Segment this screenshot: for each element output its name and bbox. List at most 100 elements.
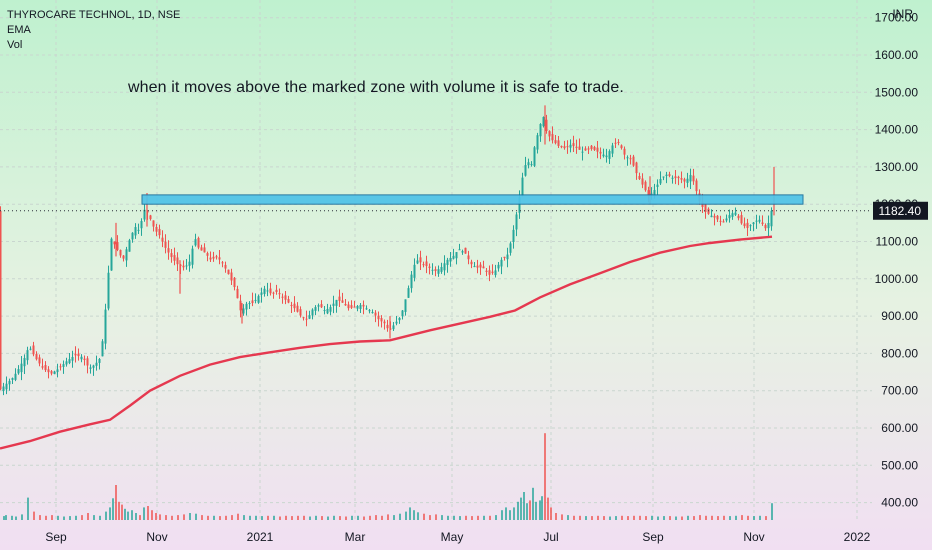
candle-body (707, 208, 710, 214)
volume-bar (405, 511, 407, 520)
symbol-title[interactable]: THYROCARE TECHNOL, 1D, NSE (7, 9, 181, 21)
candle-body (440, 266, 443, 272)
candle-body (11, 378, 14, 380)
volume-bar (591, 516, 593, 520)
price-tick-label: 1600.00 (875, 48, 919, 62)
candle-body (230, 272, 233, 281)
volume-bar (453, 515, 455, 520)
candle-body (572, 143, 575, 147)
candlestick-series (0, 105, 775, 396)
candle-body (722, 221, 725, 223)
volume-bar (523, 492, 525, 520)
volume-bar (21, 514, 23, 520)
candle-body (107, 272, 110, 309)
candle-body (749, 225, 752, 227)
candle-body (758, 219, 761, 222)
candle-body (152, 220, 155, 227)
candle-body (50, 371, 53, 374)
volume-bar (711, 515, 713, 520)
price-tick-label: 600.00 (881, 421, 918, 435)
price-tick-label: 1700.00 (875, 11, 919, 25)
volume-bar (526, 503, 528, 520)
volume-bar (124, 508, 126, 520)
volume-bar (51, 515, 53, 520)
volume-bar (189, 513, 191, 520)
volume-bars (3, 433, 773, 520)
candle-body (455, 252, 458, 259)
candle-body (587, 148, 590, 150)
last-price-badge (873, 201, 928, 220)
candle-body (473, 266, 476, 268)
candle-body (176, 257, 179, 265)
marked-zone (0, 194, 872, 212)
candle-body (317, 305, 320, 307)
candle-body (194, 239, 197, 246)
price-tick-label: 700.00 (881, 384, 918, 398)
candle-body (278, 293, 281, 295)
candle-body (0, 210, 2, 390)
candle-body (575, 146, 578, 148)
candle-body (623, 148, 626, 155)
volume-bar (183, 514, 185, 520)
candle-body (554, 140, 557, 144)
candle-body (539, 124, 542, 137)
candle-body (8, 380, 11, 385)
candle-body (383, 321, 386, 324)
volume-bar (669, 516, 671, 520)
volume-bar (261, 516, 263, 520)
volume-bar (333, 515, 335, 520)
candle-body (392, 325, 395, 330)
volume-bar (717, 516, 719, 520)
candle-body (647, 190, 650, 196)
candle-body (314, 307, 317, 311)
volume-bar (207, 515, 209, 520)
volume-bar (177, 515, 179, 520)
candle-body (677, 176, 680, 179)
candle-body (47, 369, 50, 373)
volume-bar (753, 516, 755, 520)
candle-body (635, 162, 638, 174)
volume-indicator-label[interactable]: Vol (7, 39, 23, 51)
candle-body (56, 369, 59, 373)
volume-bar (681, 516, 683, 520)
candle-body (14, 373, 17, 380)
volume-bar (143, 507, 145, 520)
volume-bar (483, 515, 485, 520)
candle-body (563, 146, 566, 149)
candle-body (683, 179, 686, 182)
volume-bar (441, 515, 443, 520)
candle-body (464, 247, 467, 254)
volume-bar (771, 503, 773, 520)
candle-body (242, 308, 245, 314)
volume-bar (357, 515, 359, 520)
candle-body (338, 296, 341, 301)
volume-bar (539, 500, 541, 520)
volume-bar (155, 513, 157, 520)
candle-body (86, 358, 89, 366)
price-tick-label: 400.00 (881, 496, 918, 510)
candle-body (650, 193, 653, 195)
volume-bar (687, 515, 689, 520)
price-tick-label: 800.00 (881, 346, 918, 360)
candle-body (665, 174, 668, 176)
candle-body (620, 145, 623, 149)
candle-body (227, 269, 230, 275)
volume-bar (165, 515, 167, 520)
candle-body (206, 253, 209, 256)
volume-bar (297, 515, 299, 520)
candle-body (197, 237, 200, 248)
candle-body (431, 269, 434, 271)
volume-bar (69, 516, 71, 520)
volume-bar (747, 515, 749, 520)
volume-bar (520, 497, 522, 520)
candle-body (692, 175, 695, 182)
candle-body (353, 306, 356, 308)
candle-body (545, 119, 548, 131)
candle-body (770, 210, 773, 227)
ema-indicator-label[interactable]: EMA (7, 24, 31, 36)
candle-body (386, 324, 389, 329)
candle-body (719, 220, 722, 222)
candle-body (407, 288, 410, 298)
